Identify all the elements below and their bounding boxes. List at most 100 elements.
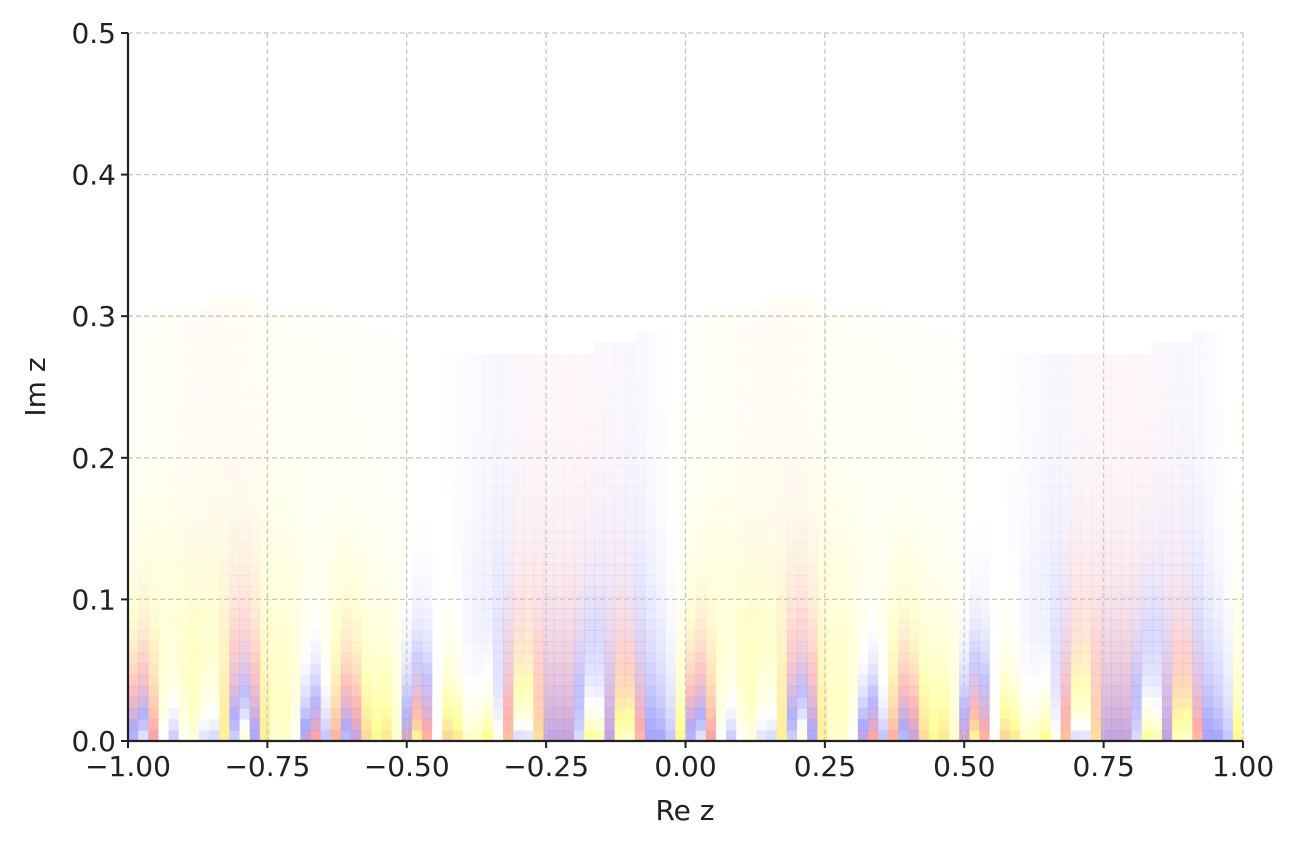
field-cell bbox=[685, 586, 697, 598]
field-cell bbox=[1202, 541, 1214, 554]
field-cell bbox=[290, 508, 301, 521]
field-cell bbox=[949, 696, 960, 709]
field-cell bbox=[168, 364, 180, 377]
field-cell bbox=[188, 497, 200, 510]
field-cell bbox=[1212, 508, 1224, 521]
field-cell bbox=[1009, 387, 1021, 399]
field-cell bbox=[391, 541, 403, 554]
field-cell bbox=[472, 453, 484, 466]
field-cell bbox=[1151, 641, 1163, 654]
field-cell bbox=[249, 320, 261, 333]
field-cell bbox=[938, 387, 950, 399]
field-cell bbox=[381, 342, 393, 355]
field-cell bbox=[1121, 420, 1133, 432]
field-cell bbox=[918, 608, 930, 620]
field-cell bbox=[1080, 353, 1092, 366]
field-cell bbox=[492, 652, 504, 665]
field-cell bbox=[472, 442, 484, 454]
field-cell bbox=[188, 729, 200, 741]
field-cell bbox=[1131, 564, 1143, 576]
field-cell bbox=[1222, 608, 1234, 620]
field-cell bbox=[1232, 519, 1243, 532]
field-cell bbox=[695, 652, 707, 665]
field-cell bbox=[857, 420, 869, 432]
field-cell bbox=[178, 387, 190, 399]
field-cell bbox=[543, 575, 555, 587]
field-cell bbox=[1232, 663, 1243, 676]
field-cell bbox=[1030, 475, 1041, 488]
field-cell bbox=[1009, 486, 1021, 499]
field-cell bbox=[928, 696, 940, 709]
field-cell bbox=[371, 586, 383, 598]
field-cell bbox=[533, 663, 545, 676]
field-cell bbox=[472, 464, 484, 477]
field-cell bbox=[1151, 442, 1163, 454]
field-cell bbox=[1202, 641, 1214, 654]
field-cell bbox=[1050, 707, 1062, 720]
field-cell bbox=[938, 619, 950, 631]
field-cell bbox=[1182, 387, 1193, 399]
field-cell bbox=[1151, 541, 1163, 554]
field-cell bbox=[290, 685, 301, 698]
field-cell bbox=[1182, 663, 1193, 676]
field-cell bbox=[776, 442, 788, 454]
field-cell bbox=[401, 608, 413, 620]
field-cell bbox=[320, 597, 332, 609]
field-cell bbox=[1172, 420, 1183, 432]
field-cell bbox=[705, 409, 717, 421]
field-cell bbox=[1202, 696, 1214, 709]
field-cell bbox=[452, 519, 464, 532]
field-cell bbox=[421, 586, 433, 598]
field-cell bbox=[1121, 619, 1133, 631]
field-cell bbox=[310, 619, 322, 631]
field-cell bbox=[928, 464, 940, 477]
field-cell bbox=[239, 608, 251, 620]
field-cell bbox=[999, 597, 1011, 609]
field-cell bbox=[827, 541, 839, 554]
field-cell bbox=[624, 685, 636, 698]
field-cell bbox=[604, 575, 616, 587]
field-cell bbox=[533, 420, 545, 432]
field-cell bbox=[543, 685, 555, 698]
field-cell bbox=[1030, 597, 1041, 609]
field-cell bbox=[533, 619, 545, 631]
field-cell bbox=[300, 486, 312, 499]
field-cell bbox=[219, 597, 230, 609]
field-cell bbox=[574, 508, 585, 521]
field-cell bbox=[604, 364, 616, 377]
field-cell bbox=[280, 564, 291, 576]
field-cell bbox=[1131, 464, 1143, 477]
field-cell bbox=[381, 630, 393, 643]
field-cell bbox=[726, 608, 737, 620]
field-cell bbox=[786, 431, 798, 443]
field-cell bbox=[969, 564, 981, 576]
field-cell bbox=[198, 718, 210, 731]
field-cell bbox=[432, 597, 443, 609]
field-cell bbox=[1182, 564, 1193, 576]
field-cell bbox=[624, 630, 636, 643]
field-cell bbox=[492, 364, 504, 377]
field-cell bbox=[756, 696, 768, 709]
field-cell bbox=[928, 641, 940, 654]
field-cell bbox=[1030, 431, 1041, 443]
field-cell bbox=[1222, 674, 1234, 687]
field-cell bbox=[776, 298, 788, 311]
field-cell bbox=[959, 641, 970, 654]
field-cell bbox=[1141, 486, 1153, 499]
field-cell bbox=[715, 375, 727, 388]
field-cell bbox=[1009, 718, 1021, 731]
field-cell bbox=[604, 685, 616, 698]
field-cell bbox=[1151, 729, 1163, 741]
field-cell bbox=[797, 530, 808, 543]
field-cell bbox=[888, 420, 899, 432]
field-cell bbox=[158, 641, 170, 654]
field-cell bbox=[705, 718, 717, 731]
field-cell bbox=[421, 398, 433, 410]
field-cell bbox=[989, 353, 1001, 366]
field-cell bbox=[371, 652, 383, 665]
field-cell bbox=[472, 497, 484, 510]
field-cell bbox=[878, 486, 889, 499]
field-cell bbox=[715, 409, 727, 421]
field-cell bbox=[1090, 597, 1102, 609]
field-cell bbox=[1161, 431, 1173, 443]
